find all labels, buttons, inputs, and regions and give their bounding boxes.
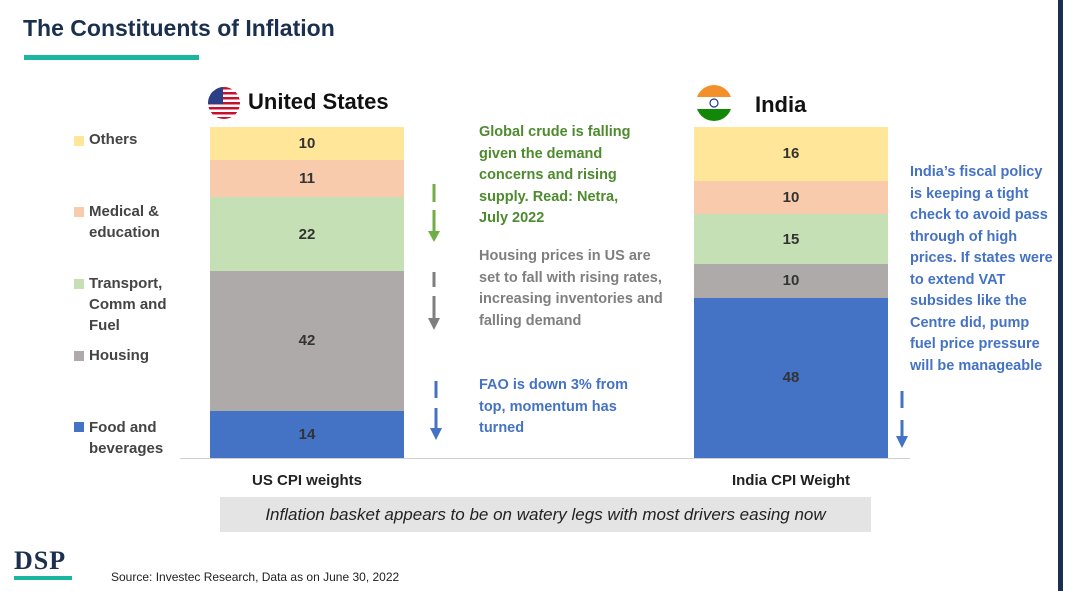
us-flag-icon — [208, 87, 240, 119]
source-note: Source: Investec Research, Data as on Ju… — [111, 570, 400, 584]
bar-segment-transport: 15 — [694, 213, 888, 265]
legend-label-housing: Housing — [89, 347, 149, 364]
legend-label-others: Others — [89, 131, 138, 148]
data-label-medical: 11 — [299, 170, 315, 188]
data-label-transport: 22 — [298, 225, 316, 243]
data-label-housing: 10 — [782, 272, 800, 290]
bar-segment-others: 16 — [694, 127, 888, 181]
page-title: The Constituents of Inflation — [23, 15, 335, 41]
legend-swatch-transport — [74, 279, 84, 289]
bar-segment-food: 14 — [210, 411, 404, 458]
note-housing: Housing prices in US are set to fall wit… — [479, 248, 663, 329]
legend-swatch-housing — [74, 351, 84, 361]
bar-segment-housing: 42 — [210, 270, 404, 412]
india-x-label: India CPI Weight — [731, 472, 851, 489]
bar-segment-housing: 10 — [694, 264, 888, 298]
crude-down-arrow-icon — [428, 184, 440, 242]
legend-swatch-others — [74, 136, 84, 146]
data-label-others: 10 — [298, 135, 316, 153]
india-flag-icon — [696, 85, 732, 121]
legend-label-food: Food and beverages — [89, 419, 164, 457]
note-fao: FAO is down 3% from top, momentum has tu… — [479, 377, 629, 436]
x-axis-line — [180, 458, 910, 459]
bar-segment-others: 10 — [210, 127, 404, 161]
title-underline — [24, 55, 199, 60]
data-label-food: 14 — [298, 426, 316, 444]
us-stacked-bar: 14 42 22 11 10 — [210, 127, 404, 458]
dsp-logo-underline — [14, 576, 72, 580]
data-label-housing: 42 — [298, 332, 316, 350]
fao-down-arrow-icon — [430, 381, 442, 440]
bar-segment-medical: 11 — [210, 160, 404, 198]
legend-swatch-food — [74, 422, 84, 432]
us-x-label: US CPI weights — [251, 472, 363, 489]
bar-segment-transport: 22 — [210, 197, 404, 271]
india-down-arrow-icon — [896, 391, 908, 448]
legend-swatch-medical — [74, 207, 84, 217]
legend-label-transport: Transport, Comm and Fuel — [89, 275, 167, 334]
dsp-logo: DSP — [14, 546, 67, 575]
summary-banner: Inflation basket appears to be on watery… — [220, 497, 871, 532]
data-label-others: 16 — [782, 145, 800, 163]
india-stacked-bar: 48 10 15 10 16 — [694, 127, 888, 458]
data-label-transport: 15 — [782, 230, 800, 248]
us-chart-title: United States — [248, 89, 389, 114]
data-label-medical: 10 — [782, 188, 800, 206]
india-chart-title: India — [755, 92, 807, 117]
legend-label-medical: Medical & education — [89, 203, 160, 241]
bar-segment-food: 48 — [694, 297, 888, 458]
data-label-food: 48 — [782, 369, 800, 387]
housing-down-arrow-icon — [428, 272, 440, 330]
bar-segment-medical: 10 — [694, 180, 888, 214]
right-edge-rule — [1058, 0, 1063, 591]
note-india: India’s fiscal policy is keeping a tight… — [910, 164, 1053, 374]
note-crude: Global crude is falling given the demand… — [479, 124, 631, 226]
